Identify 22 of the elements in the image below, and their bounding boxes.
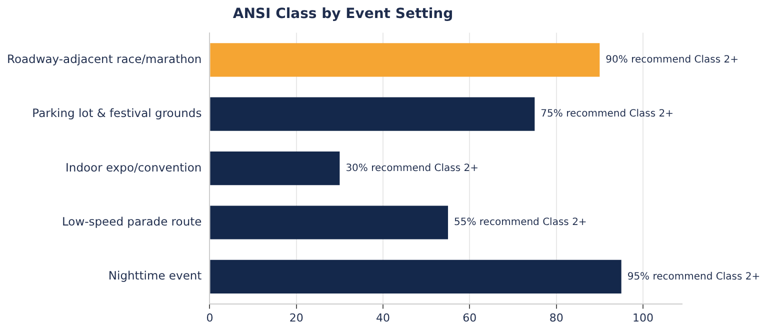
- x-tick-label: 40: [376, 311, 390, 324]
- y-tick-label: Roadway-adjacent race/marathon: [6, 52, 202, 66]
- x-tick-label: 60: [462, 311, 477, 324]
- chart-title: ANSI Class by Event Setting: [232, 6, 454, 22]
- data-label: 95% recommend Class 2+: [627, 271, 760, 282]
- bar: [210, 260, 622, 294]
- y-tick-label: Low-speed parade route: [62, 214, 202, 228]
- x-tick-label: 20: [289, 311, 304, 324]
- data-label: 30% recommend Class 2+: [346, 162, 478, 174]
- y-tick-label: Parking lot & festival grounds: [32, 106, 202, 120]
- x-tick-label: 0: [206, 311, 214, 324]
- x-tick-label: 100: [632, 311, 654, 324]
- y-tick-label: Indoor expo/convention: [66, 160, 202, 174]
- y-tick-label: Nighttime event: [108, 268, 202, 283]
- x-tick-label: 80: [549, 311, 564, 324]
- data-label: 75% recommend Class 2+: [540, 108, 674, 120]
- data-label: 55% recommend Class 2+: [454, 217, 587, 228]
- data-label: 90% recommend Class 2+: [606, 54, 738, 66]
- bar: [210, 206, 448, 240]
- bar: [210, 152, 340, 186]
- bar: [210, 43, 600, 77]
- bar: [210, 97, 535, 131]
